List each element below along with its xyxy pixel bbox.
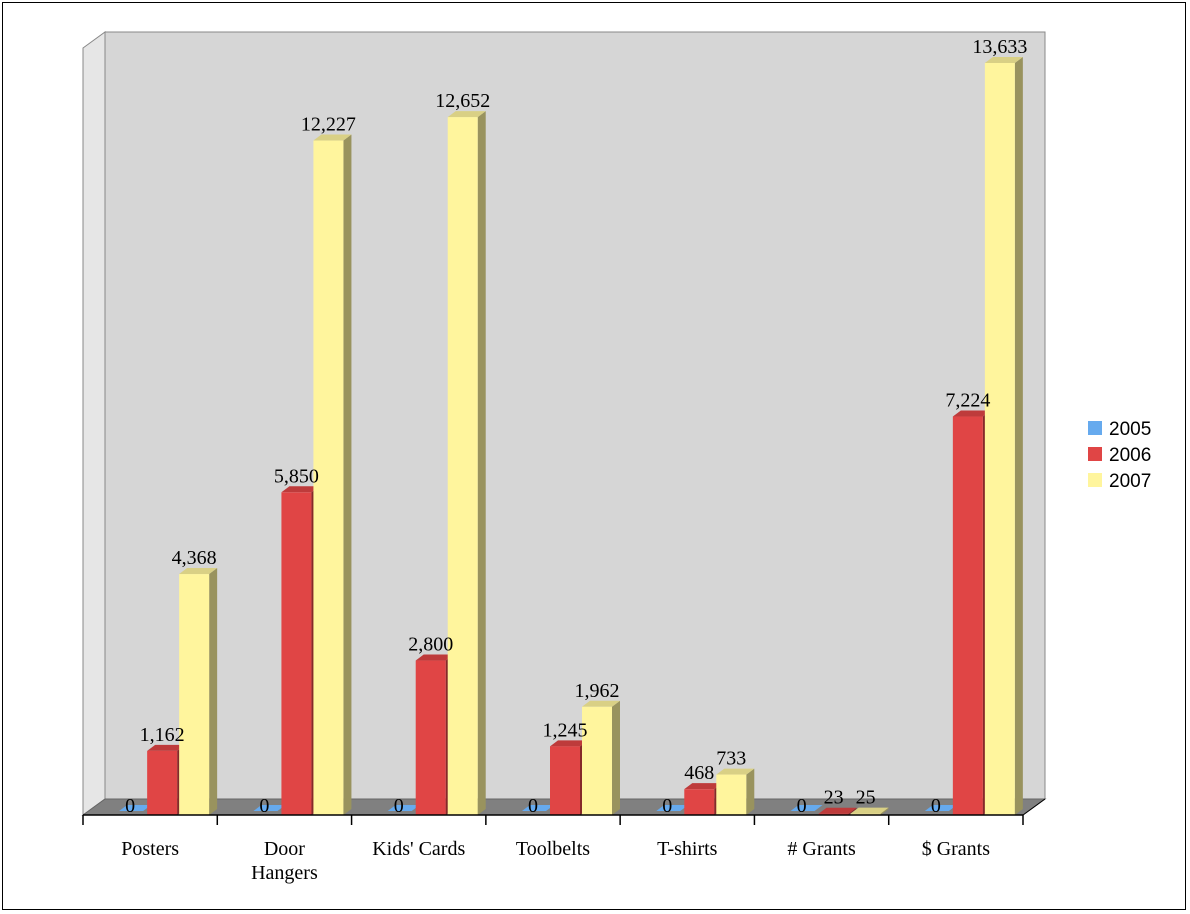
value-label-2005-0: 0 [125,795,135,817]
bar-side-2007-4 [746,768,755,815]
bar-top-2007-5 [850,807,889,814]
bar-2006-1 [281,492,312,815]
bar-2007-1 [313,140,344,815]
bar-top-2006-1 [281,486,320,493]
bar-top-2006-2 [415,654,454,661]
value-label-2006-1: 5,850 [274,465,319,487]
bar-side-2007-2 [477,111,486,815]
bar-2005-2 [387,805,420,811]
bar-2006-6 [952,416,983,815]
value-label-2006-4: 468 [684,762,714,784]
chart-backdrop [81,31,1047,816]
x-axis-depth-line [1022,798,1046,816]
value-label-2005-6: 0 [931,795,941,817]
value-label-2007-3: 1,962 [575,680,620,702]
bar-2006-0 [147,750,178,815]
value-label-2006-3: 1,245 [543,719,588,741]
value-label-2007-5: 25 [856,787,876,809]
bar-side-2007-6 [1014,57,1023,815]
bar-top-2007-4 [716,768,755,775]
value-label-2005-1: 0 [259,795,269,817]
legend-swatch-2006 [1088,447,1102,461]
legend: 2005 2006 2007 [1088,419,1151,492]
value-label-2005-5: 0 [797,795,807,817]
bar-top-2007-2 [447,111,486,118]
bar-2005-0 [119,805,152,811]
value-label-2007-6: 13,633 [972,36,1027,58]
bar-2006-3 [550,746,580,815]
value-label-2007-4: 733 [716,748,746,770]
legend-swatch-2005 [1088,421,1102,435]
value-label-2005-3: 0 [528,795,538,817]
bar-chart: 0 1,162 4,368 0 5,850 12,227 0 2,800 12,652 0 1,24… [81,31,1151,884]
bar-2005-4 [656,805,689,811]
bar-2007-0 [179,574,210,815]
bar-2006-4 [684,789,715,815]
bar-top-2007-6 [984,57,1023,63]
bar-top-2007-0 [179,568,218,575]
bar-top-2006-3 [550,740,588,747]
value-label-2005-4: 0 [662,795,672,817]
value-label-2005-2: 0 [394,795,404,817]
bar-side-2007-3 [612,700,620,815]
x-tick-label-5: # Grants [787,838,856,860]
bar-2007-2 [447,117,478,815]
bar-top-2007-1 [313,134,352,141]
value-label-2006-5: 23 [824,787,844,809]
bar-top-2006-5 [818,807,857,814]
x-tick-label-0: Posters [121,838,179,860]
bar-2005-1 [253,805,286,811]
x-tick-label-1-line0: Door [264,838,305,860]
bar-side-2007-1 [343,134,352,815]
value-labels-group: 0 1,162 4,368 0 5,850 12,227 0 2,800 12,652 0 1,24… [125,36,1027,817]
x-tick-label-3: Toolbelts [516,838,590,860]
x-tick-label-6: $ Grants [922,838,991,860]
bar-2007-3 [582,706,612,815]
bar-2007-4 [716,774,747,815]
bar-2007-6 [984,63,1015,815]
side-wall [82,31,106,816]
bar-top-2006-6 [952,410,991,417]
value-label-2007-1: 12,227 [301,114,356,136]
bar-2005-5 [790,805,823,811]
bar-2006-2 [415,660,446,815]
bar-2005-6 [924,805,957,811]
x-tick-label-4: T-shirts [657,838,718,860]
legend-label-2005: 2005 [1109,419,1151,440]
bar-2005-3 [522,805,554,811]
legend-label-2007: 2007 [1109,471,1151,492]
value-label-2006-6: 7,224 [945,390,990,412]
x-tick-label-1-line1: Hangers [251,862,318,884]
bar-top-2006-4 [684,783,723,790]
bar-side-2007-0 [209,568,218,815]
bar-side-2007-5 [880,807,889,815]
value-label-2006-2: 2,800 [408,634,453,656]
bars-group [119,57,1023,815]
value-label-2006-0: 1,162 [140,724,185,746]
bar-top-2006-0 [147,744,186,751]
value-label-2007-0: 4,368 [172,547,217,569]
bar-top-2007-3 [582,700,620,707]
x-tick-label-2: Kids' Cards [372,838,465,860]
legend-swatch-2007 [1088,473,1102,487]
bar-side-2006-5 [848,807,857,815]
legend-label-2006: 2006 [1109,445,1151,466]
value-label-2007-2: 12,652 [435,90,490,112]
